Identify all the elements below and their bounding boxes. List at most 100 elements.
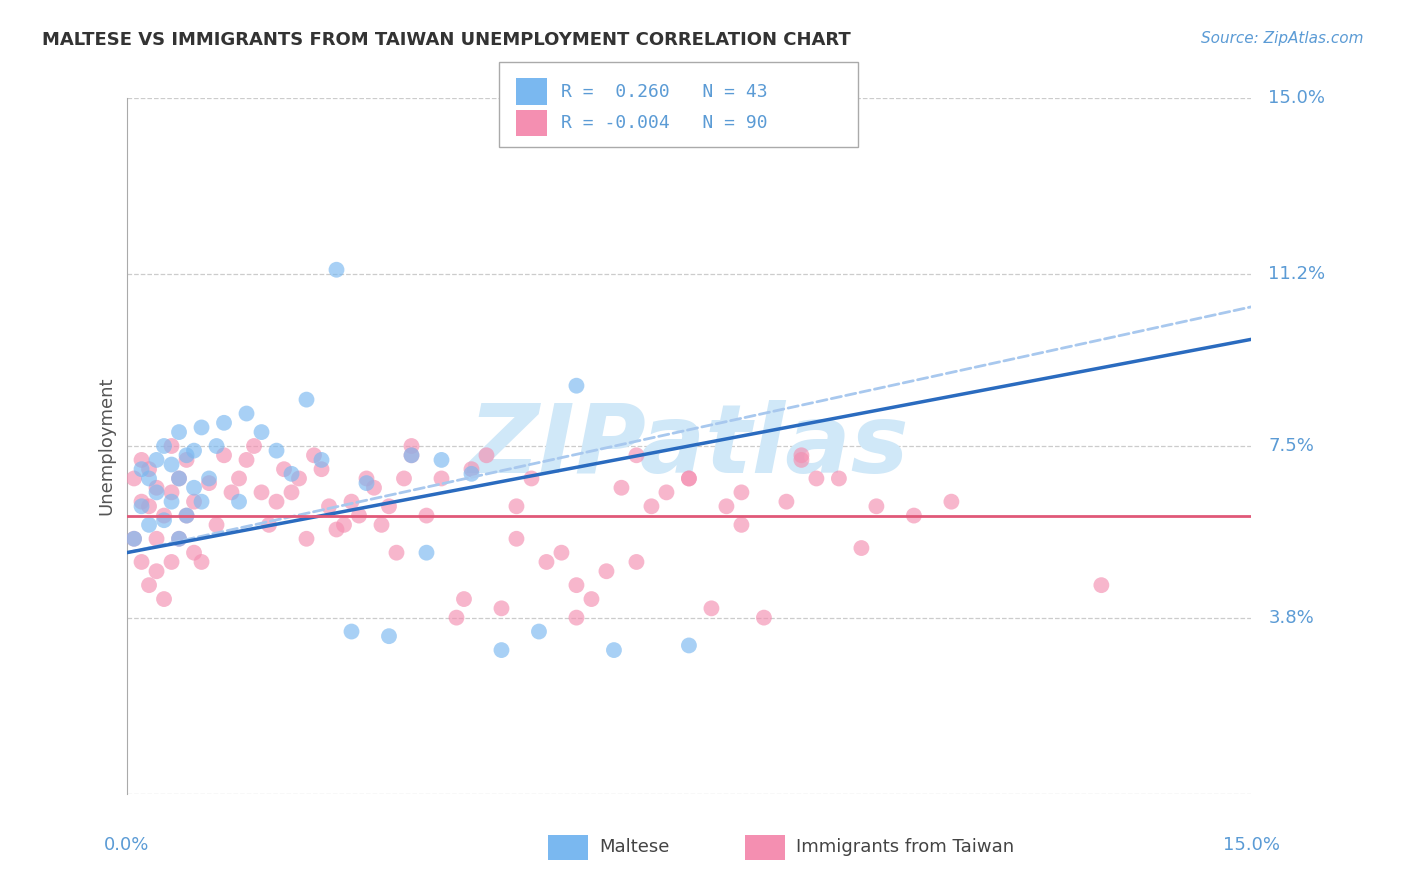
Point [228, 494, 250, 508]
Text: 15.0%: 15.0% [1268, 89, 1326, 107]
Point [340, 494, 363, 508]
Point [385, 546, 408, 560]
Point [325, 262, 347, 277]
Point [325, 523, 347, 537]
Point [280, 485, 302, 500]
Point [138, 471, 160, 485]
Point [167, 425, 190, 439]
Point [160, 494, 183, 508]
Point [198, 476, 221, 491]
Point [145, 453, 167, 467]
Point [775, 494, 797, 508]
Text: 15.0%: 15.0% [1223, 836, 1279, 854]
Point [138, 500, 160, 514]
Point [311, 462, 333, 476]
Point [565, 610, 588, 624]
Point [318, 500, 340, 514]
Point [700, 601, 723, 615]
Point [198, 471, 221, 485]
Point [212, 416, 235, 430]
Point [363, 481, 385, 495]
Point [565, 378, 588, 392]
Point [595, 564, 617, 578]
Point [806, 471, 828, 485]
Point [505, 500, 527, 514]
Point [527, 624, 550, 639]
Text: 0.0%: 0.0% [104, 836, 149, 854]
Point [190, 494, 212, 508]
Point [790, 453, 813, 467]
Point [167, 532, 190, 546]
Point [280, 467, 302, 481]
Text: R = -0.004   N = 90: R = -0.004 N = 90 [561, 114, 768, 132]
Point [250, 485, 273, 500]
Text: R =  0.260   N = 43: R = 0.260 N = 43 [561, 83, 768, 101]
Point [550, 546, 572, 560]
Point [228, 471, 250, 485]
Point [131, 500, 153, 514]
Point [603, 643, 626, 657]
Text: 7.5%: 7.5% [1268, 437, 1315, 455]
Point [160, 555, 183, 569]
Point [333, 517, 356, 532]
Point [131, 494, 153, 508]
Point [903, 508, 925, 523]
Point [356, 476, 378, 491]
Point [491, 643, 513, 657]
Point [122, 532, 145, 546]
Point [288, 471, 311, 485]
Text: 3.8%: 3.8% [1268, 608, 1315, 626]
Point [655, 485, 678, 500]
Point [453, 592, 475, 607]
Point [145, 481, 167, 495]
Text: Source: ZipAtlas.com: Source: ZipAtlas.com [1201, 31, 1364, 46]
Point [678, 471, 700, 485]
Point [640, 500, 662, 514]
Point [730, 517, 752, 532]
Point [190, 420, 212, 434]
Point [153, 439, 176, 453]
Point [183, 443, 205, 458]
Point [138, 462, 160, 476]
Point [1090, 578, 1112, 592]
Point [626, 448, 648, 462]
Point [212, 448, 235, 462]
Point [257, 517, 280, 532]
Point [145, 532, 167, 546]
Point [401, 448, 423, 462]
Text: ZIPatlas: ZIPatlas [468, 400, 910, 492]
Point [153, 592, 176, 607]
Point [176, 508, 198, 523]
Point [205, 517, 228, 532]
Point [475, 448, 498, 462]
Point [828, 471, 851, 485]
Point [581, 592, 603, 607]
Point [176, 508, 198, 523]
Point [505, 532, 527, 546]
Point [190, 555, 212, 569]
Point [131, 555, 153, 569]
Point [460, 462, 482, 476]
Point [430, 453, 453, 467]
Point [415, 546, 437, 560]
Point [153, 508, 176, 523]
Point [221, 485, 243, 500]
Point [851, 541, 873, 555]
Point [266, 443, 288, 458]
Point [183, 494, 205, 508]
Point [122, 471, 145, 485]
Point [183, 481, 205, 495]
Point [138, 578, 160, 592]
Point [370, 517, 392, 532]
Point [865, 500, 887, 514]
Point [941, 494, 963, 508]
Point [415, 508, 437, 523]
Text: 11.2%: 11.2% [1268, 266, 1326, 284]
Point [273, 462, 295, 476]
Text: Unemployment: Unemployment [97, 376, 115, 516]
Point [250, 425, 273, 439]
Text: MALTESE VS IMMIGRANTS FROM TAIWAN UNEMPLOYMENT CORRELATION CHART: MALTESE VS IMMIGRANTS FROM TAIWAN UNEMPL… [42, 31, 851, 49]
Point [235, 453, 257, 467]
Text: Maltese: Maltese [599, 838, 669, 856]
Point [311, 453, 333, 467]
